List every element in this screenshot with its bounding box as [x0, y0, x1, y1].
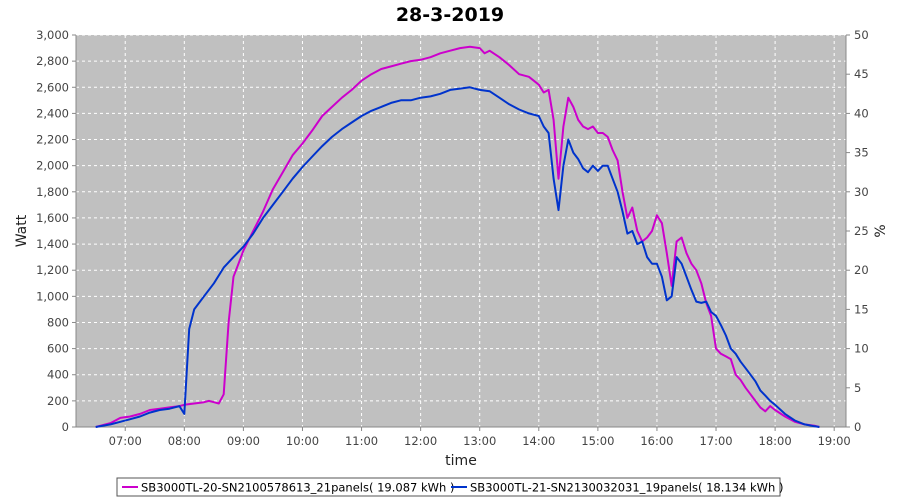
legend: SB3000TL-20-SN2100578613_21panels( 19.08… — [116, 477, 783, 497]
y-right-tick-label: 30 — [854, 185, 869, 199]
x-tick-label: 09:00 — [227, 434, 260, 448]
grid — [76, 34, 846, 428]
chart-title: 28-3-2019 — [396, 4, 504, 26]
x-tick-label: 10:00 — [286, 434, 319, 448]
x-tick-label: 07:00 — [109, 434, 142, 448]
plot-area — [76, 35, 846, 427]
y-axis-label: Watt — [14, 214, 30, 247]
y-tick-label: 1,800 — [36, 185, 69, 199]
y-tick-label: 2,400 — [36, 106, 69, 120]
series-lines — [95, 45, 820, 428]
x-axis-label: time — [445, 453, 477, 469]
y-tick-label: 1,600 — [36, 211, 69, 225]
y-tick-label: 3,000 — [36, 28, 69, 42]
x-tick-label: 11:00 — [345, 434, 378, 448]
y-right-tick-label: 5 — [854, 381, 861, 395]
x-tick-label: 19:00 — [818, 434, 851, 448]
y-right-tick-label: 25 — [854, 224, 869, 238]
y-tick-label: 600 — [47, 342, 69, 356]
x-tick-label: 14:00 — [522, 434, 555, 448]
x-tick-label: 16:00 — [640, 434, 673, 448]
axes: 02004006008001,0001,2001,4001,6001,8002,… — [36, 28, 869, 448]
y-tick-label: 1,000 — [36, 289, 69, 303]
legend-label-1: SB3000TL-20-SN2100578613_21panels( 19.08… — [141, 481, 454, 495]
y-tick-label: 2,800 — [36, 54, 69, 68]
series-line-1 — [95, 45, 820, 428]
y-right-tick-label: 50 — [854, 28, 869, 42]
legend-box — [116, 477, 781, 497]
y-tick-label: 400 — [47, 368, 69, 382]
y-tick-label: 800 — [47, 315, 69, 329]
y-right-tick-label: 35 — [854, 146, 869, 160]
y-tick-label: 2,600 — [36, 80, 69, 94]
x-tick-label: 15:00 — [581, 434, 614, 448]
x-tick-label: 12:00 — [404, 434, 437, 448]
y-tick-label: 2,200 — [36, 133, 69, 147]
y-tick-label: 200 — [47, 394, 69, 408]
legend-label-2: SB3000TL-21-SN2130032031_19panels( 18.13… — [470, 481, 783, 495]
y-right-tick-label: 10 — [854, 342, 869, 356]
y-right-tick-label: 20 — [854, 263, 869, 277]
y-tick-label: 2,000 — [36, 159, 69, 173]
x-tick-label: 18:00 — [759, 434, 792, 448]
y-tick-label: 1,200 — [36, 263, 69, 277]
y-right-tick-label: 0 — [854, 420, 861, 434]
series-line-2 — [95, 86, 820, 428]
x-tick-label: 13:00 — [463, 434, 496, 448]
y-right-tick-label: 45 — [854, 67, 869, 81]
y-tick-label: 1,400 — [36, 237, 69, 251]
y-right-tick-label: 15 — [854, 302, 869, 316]
y-right-tick-label: 40 — [854, 106, 869, 120]
y-axis-right-label: % — [873, 224, 889, 237]
y-tick-label: 0 — [62, 420, 69, 434]
x-tick-label: 17:00 — [699, 434, 732, 448]
x-tick-label: 08:00 — [168, 434, 201, 448]
